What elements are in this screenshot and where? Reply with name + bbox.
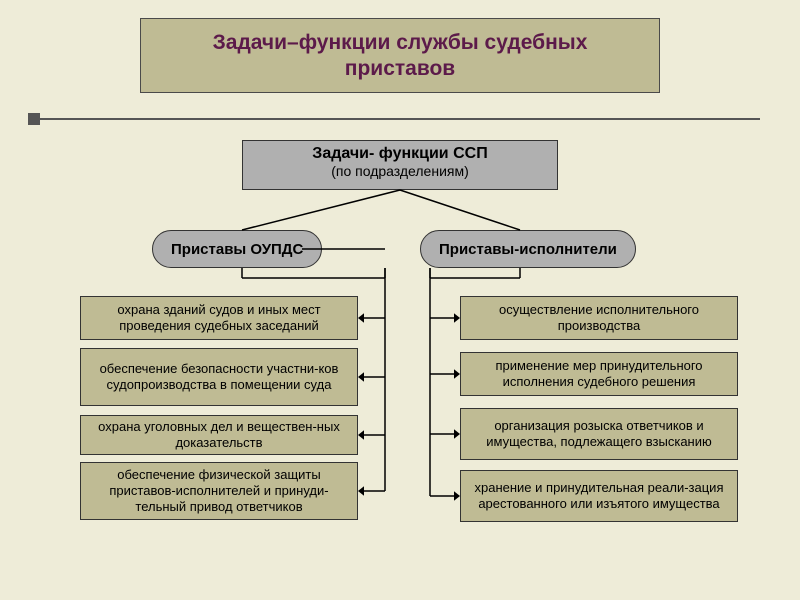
leaf-right-3: хранение и принудительная реали-зация ар… (460, 470, 738, 522)
root-title: Задачи- функции ССП (247, 145, 553, 163)
root-subtitle: (по подразделениям) (247, 163, 553, 179)
branch-right-label: Приставы-исполнители (439, 241, 617, 258)
leaf-left-2: охрана уголовных дел и веществен-ных док… (80, 415, 358, 455)
leaf-right-1: применение мер принудительного исполнени… (460, 352, 738, 396)
branch-left: Приставы ОУПДС (152, 230, 322, 268)
leaf-left-0: охрана зданий судов и иных мест проведен… (80, 296, 358, 340)
leaf-right-0: осуществление исполнительного производст… (460, 296, 738, 340)
branch-right: Приставы-исполнители (420, 230, 636, 268)
branch-left-label: Приставы ОУПДС (171, 241, 303, 258)
root-node: Задачи- функции ССП (по подразделениям) (242, 140, 558, 190)
hr-bullet (28, 113, 40, 125)
leaf-left-3: обеспечение физической защиты приставов-… (80, 462, 358, 520)
leaf-left-1: обеспечение безопасности участни-ков суд… (80, 348, 358, 406)
page-title: Задачи–функции службы судебных приставов (161, 30, 639, 80)
leaf-right-2: организация розыска ответчиков и имущест… (460, 408, 738, 460)
horizontal-rule (40, 118, 760, 120)
page-title-box: Задачи–функции службы судебных приставов (140, 18, 660, 93)
